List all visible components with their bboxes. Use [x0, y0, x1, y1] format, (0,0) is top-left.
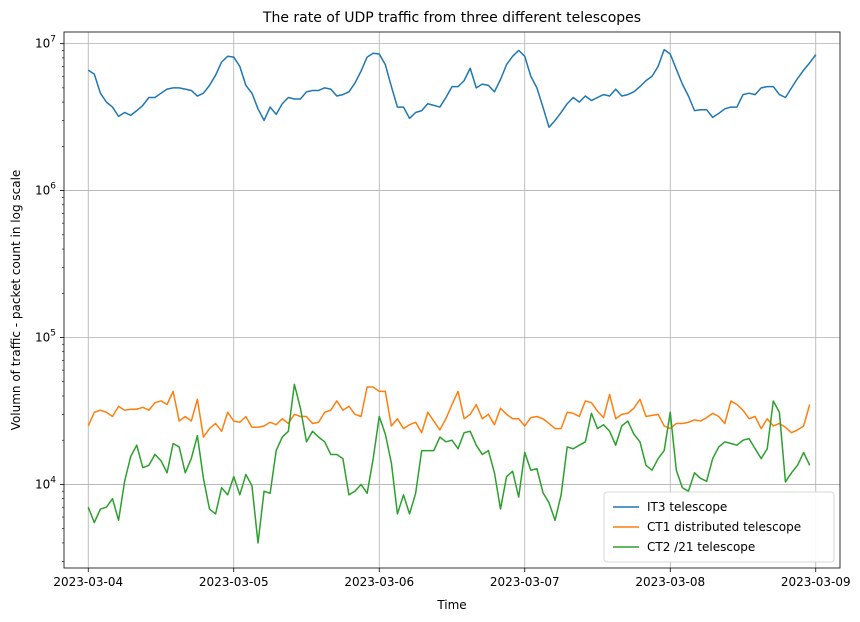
x-tick-label: 2023-03-09 — [781, 575, 851, 589]
y-axis-label: Volumn of traffic - packet count in log … — [9, 170, 23, 431]
chart-title: The rate of UDP traffic from three diffe… — [262, 10, 641, 26]
x-ticks: 2023-03-04 2023-03-05 2023-03-06 2023-03-07… — [53, 568, 851, 589]
legend-label: CT1 distributed telescope — [647, 520, 801, 534]
series-line-3 — [87, 383, 811, 544]
y-tick-label: 104 — [35, 475, 56, 491]
x-axis-label: Time — [436, 598, 466, 612]
legend-box — [603, 491, 835, 563]
series-line-2 — [87, 386, 811, 438]
x-tick-label: 2023-03-06 — [344, 575, 414, 589]
x-tick-label: 2023-03-05 — [199, 575, 269, 589]
y-tick-label: 105 — [35, 329, 56, 345]
x-tick-label: 2023-03-07 — [490, 575, 560, 589]
legend: IT3 telescope CT1 distributed telescope CT… — [603, 491, 835, 563]
legend-label: IT3 telescope — [647, 500, 727, 514]
y-ticks: 104 105 106 107 — [35, 35, 64, 562]
series-lines — [87, 48, 817, 544]
y-tick-label: 107 — [35, 35, 56, 51]
grid — [64, 32, 840, 568]
legend-label: CT2 /21 telescope — [647, 540, 755, 554]
plot-frame — [63, 31, 841, 569]
x-tick-label: 2023-03-04 — [53, 575, 123, 589]
y-tick-label: 106 — [35, 182, 56, 198]
series-line-1 — [87, 48, 817, 128]
x-tick-label: 2023-03-08 — [635, 575, 705, 589]
